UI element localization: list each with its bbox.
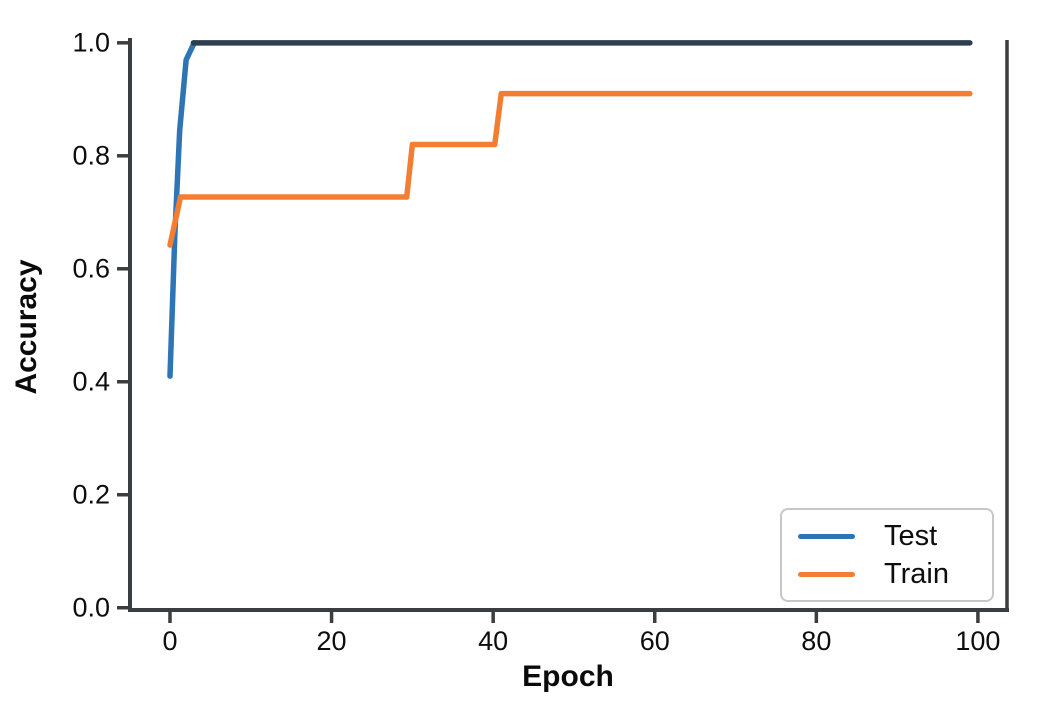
x-tick-label: 80 — [801, 626, 832, 656]
legend-line-swatch — [798, 571, 855, 577]
x-axis-label: Epoch — [522, 660, 614, 693]
y-tick-label: 1.0 — [72, 27, 110, 58]
series-line-test — [167, 40, 197, 379]
y-tick-label: 0.2 — [72, 479, 110, 510]
x-tick-label: 40 — [478, 626, 509, 656]
y-tick-label: 0.6 — [72, 253, 110, 284]
legend-entry-test: Test — [794, 519, 980, 553]
legend-label: Train — [884, 557, 949, 590]
legend: Test Train — [780, 508, 994, 602]
x-tick-label: 20 — [316, 626, 347, 656]
y-axis-label: Accuracy — [10, 259, 43, 395]
series-line-train — [167, 90, 973, 248]
legend-entry-train: Train — [794, 557, 980, 591]
y-tick-label: 0.8 — [72, 140, 110, 171]
x-tick-label: 60 — [639, 626, 670, 656]
x-tick-label: 100 — [955, 626, 1001, 656]
legend-line-swatch — [798, 533, 855, 539]
legend-label: Test — [884, 519, 938, 552]
x-tick-label: 0 — [162, 626, 178, 656]
y-tick-label: 0.0 — [72, 592, 110, 623]
y-tick-label: 0.4 — [72, 366, 110, 397]
